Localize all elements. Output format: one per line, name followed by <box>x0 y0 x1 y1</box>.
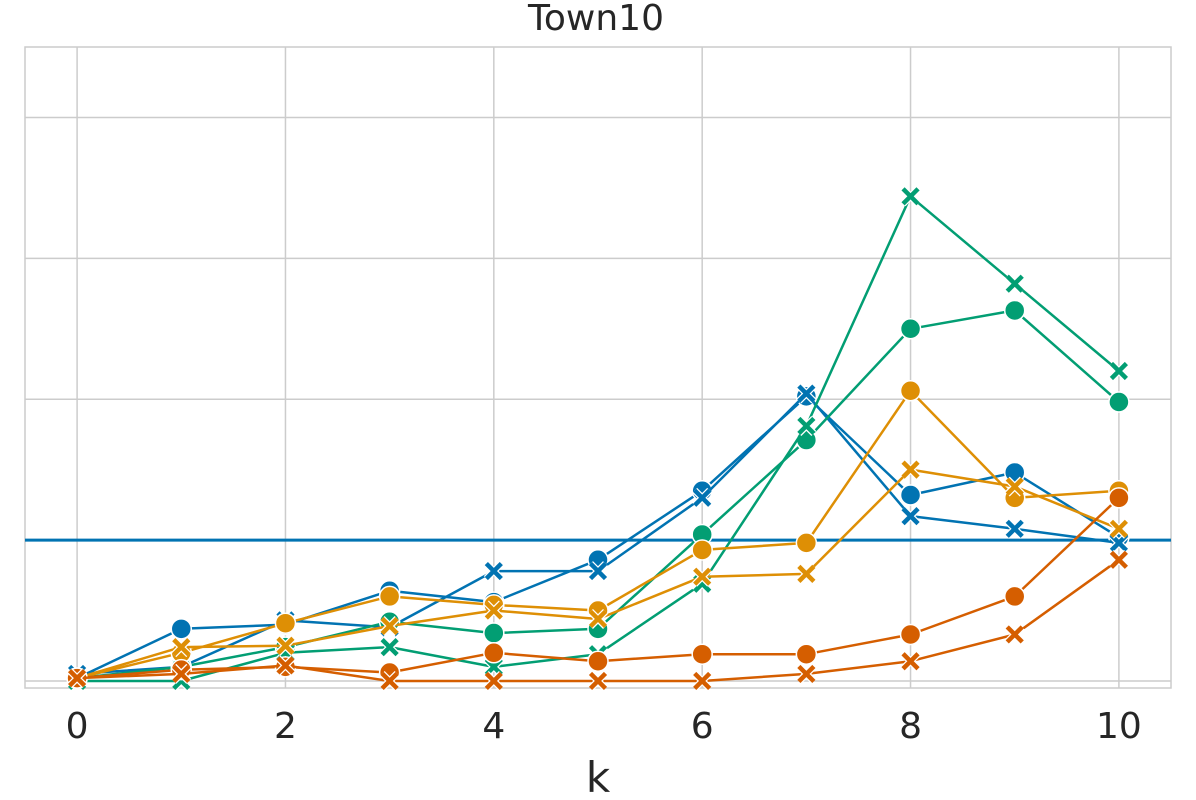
data-point <box>380 671 399 691</box>
x-axis-label: k <box>586 753 611 800</box>
data-point <box>483 622 505 644</box>
data-point <box>693 488 712 507</box>
data-point <box>380 638 399 657</box>
data-point <box>588 671 608 691</box>
data-point <box>1109 361 1129 381</box>
data-point <box>795 532 818 554</box>
data-point <box>380 616 399 636</box>
series-group <box>66 186 1130 691</box>
series <box>66 299 1130 689</box>
x-tick-labels: 0 2 4 6 8 10 <box>66 706 1142 747</box>
data-point <box>693 671 712 691</box>
data-point <box>1003 299 1026 322</box>
data-point <box>274 612 297 634</box>
data-point <box>797 384 816 403</box>
data-point <box>1005 274 1024 293</box>
data-point <box>901 460 920 479</box>
data-point <box>1005 477 1024 496</box>
data-point <box>1108 487 1130 509</box>
data-point <box>484 671 503 691</box>
data-point <box>1005 519 1024 538</box>
data-point <box>172 664 191 684</box>
data-point <box>1109 519 1129 538</box>
x-tick-label: 0 <box>66 706 89 747</box>
data-point <box>901 507 920 526</box>
data-point <box>276 636 295 655</box>
data-point <box>483 642 505 664</box>
data-point <box>587 650 609 672</box>
data-point <box>484 561 503 581</box>
plot-area-frame <box>24 46 1172 689</box>
data-point <box>899 318 922 340</box>
x-tick-label: 10 <box>1096 706 1142 747</box>
series <box>66 379 1130 689</box>
x-tick-label: 2 <box>274 706 297 747</box>
data-point <box>901 187 920 206</box>
data-point <box>797 664 816 684</box>
data-point <box>899 379 922 402</box>
data-point <box>170 618 193 640</box>
series <box>67 549 1129 691</box>
data-point <box>797 564 816 583</box>
data-point <box>797 416 816 436</box>
data-point <box>67 669 87 688</box>
chart-title: Town10 <box>527 0 664 39</box>
data-point <box>693 567 712 586</box>
grid <box>25 47 1171 688</box>
x-tick-label: 6 <box>691 706 714 747</box>
data-point <box>691 539 713 561</box>
data-point <box>899 623 922 646</box>
x-tick-label: 8 <box>899 706 922 747</box>
data-point <box>276 656 295 675</box>
series <box>66 385 1130 689</box>
data-point <box>691 643 713 665</box>
data-point <box>588 609 608 629</box>
data-point <box>484 601 503 620</box>
data-point <box>378 585 401 608</box>
data-point <box>1003 585 1026 608</box>
data-point <box>1109 550 1129 569</box>
data-point <box>899 484 922 506</box>
data-point <box>1005 625 1024 644</box>
data-point <box>901 652 920 671</box>
data-point <box>1108 391 1130 413</box>
x-tick-label: 4 <box>482 706 505 747</box>
series <box>67 459 1129 689</box>
data-point <box>172 638 191 657</box>
data-point <box>588 561 608 581</box>
data-point <box>795 643 818 665</box>
